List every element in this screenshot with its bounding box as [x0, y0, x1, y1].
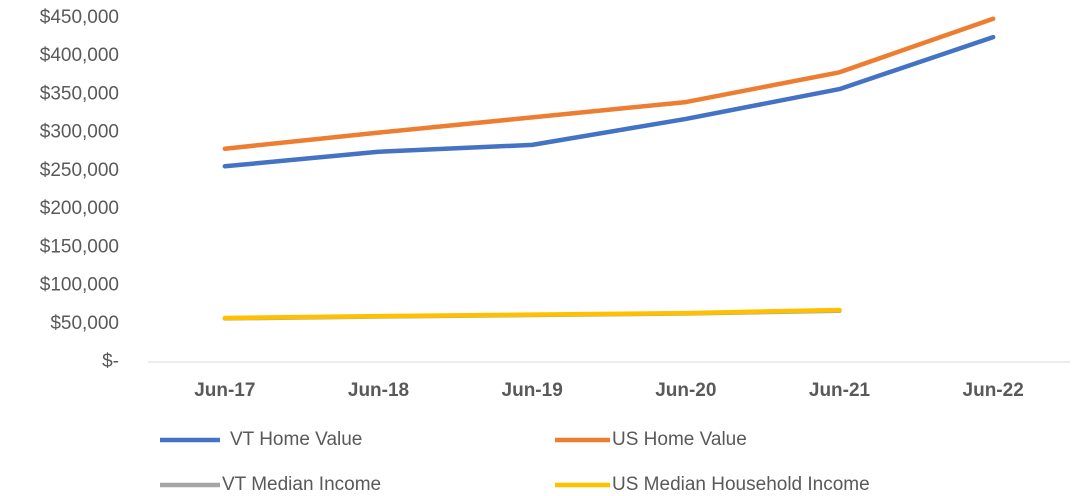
x-tick-label: Jun-19 [502, 380, 563, 401]
legend-label: US Median Household Income [612, 474, 870, 495]
x-tick-label: Jun-18 [348, 380, 409, 401]
y-tick-label: $350,000 [40, 83, 119, 104]
legend-label: US Home Value [612, 429, 747, 450]
series-line [222, 16, 996, 151]
y-tick-label: $450,000 [40, 7, 119, 28]
y-tick-label: $250,000 [40, 160, 119, 181]
x-tick-label: Jun-17 [194, 380, 255, 401]
y-tick-label: $300,000 [40, 122, 119, 143]
series-line [222, 307, 842, 321]
legend-label: VT Median Income [222, 474, 381, 495]
y-tick-label: $100,000 [40, 275, 119, 296]
y-tick-label: $- [102, 351, 119, 372]
x-tick-label: Jun-21 [809, 380, 871, 401]
y-tick-label: $150,000 [40, 236, 119, 257]
x-tick-label: Jun-22 [963, 380, 1024, 401]
y-tick-label: $200,000 [40, 198, 119, 219]
y-tick-label: $50,000 [50, 313, 119, 334]
y-tick-label: $400,000 [40, 45, 119, 66]
series-line [222, 34, 996, 169]
x-tick-label: Jun-20 [655, 380, 716, 401]
legend-label: VT Home Value [230, 429, 362, 450]
